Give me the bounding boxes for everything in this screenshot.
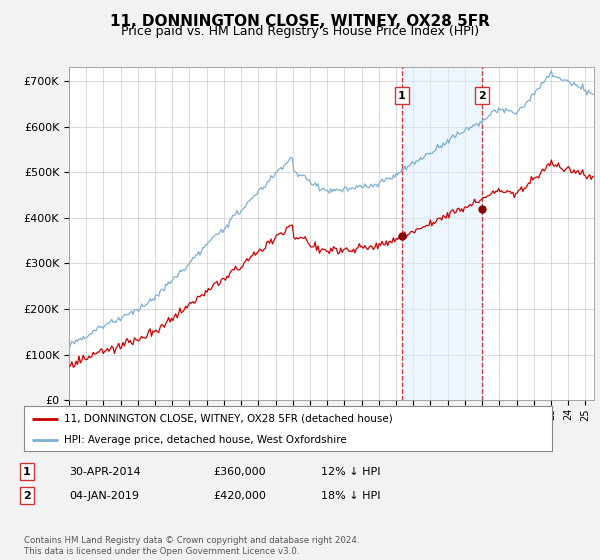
Text: 2: 2 [479, 91, 487, 101]
Text: 1: 1 [23, 466, 31, 477]
Text: Contains HM Land Registry data © Crown copyright and database right 2024.
This d: Contains HM Land Registry data © Crown c… [24, 536, 359, 556]
Text: 04-JAN-2019: 04-JAN-2019 [69, 491, 139, 501]
Text: 11, DONNINGTON CLOSE, WITNEY, OX28 5FR (detached house): 11, DONNINGTON CLOSE, WITNEY, OX28 5FR (… [64, 413, 392, 423]
Text: HPI: Average price, detached house, West Oxfordshire: HPI: Average price, detached house, West… [64, 435, 346, 445]
Text: £420,000: £420,000 [213, 491, 266, 501]
Text: 11, DONNINGTON CLOSE, WITNEY, OX28 5FR: 11, DONNINGTON CLOSE, WITNEY, OX28 5FR [110, 14, 490, 29]
Text: £360,000: £360,000 [213, 466, 266, 477]
Text: 18% ↓ HPI: 18% ↓ HPI [321, 491, 380, 501]
Text: Price paid vs. HM Land Registry's House Price Index (HPI): Price paid vs. HM Land Registry's House … [121, 25, 479, 38]
Text: 12% ↓ HPI: 12% ↓ HPI [321, 466, 380, 477]
Text: 2: 2 [23, 491, 31, 501]
Bar [402, 67, 482, 400]
Text: 1: 1 [398, 91, 406, 101]
Text: 30-APR-2014: 30-APR-2014 [69, 466, 140, 477]
